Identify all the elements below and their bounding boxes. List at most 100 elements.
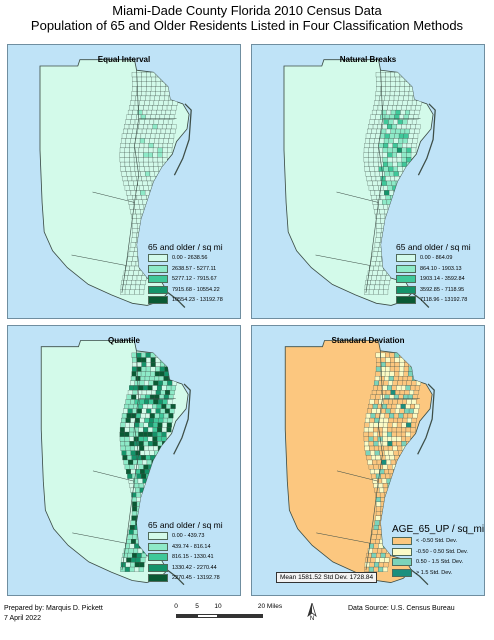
census-tract [399,408,405,414]
panel-title: Standard Deviation [331,336,405,345]
census-tract [397,380,403,386]
census-tract [398,376,404,381]
census-tract [147,431,153,437]
census-tract [378,289,384,295]
census-tract [148,161,154,167]
census-tract [382,185,388,191]
census-tract [370,171,376,177]
census-tract [134,380,140,386]
census-tract [121,138,127,144]
census-tract [136,81,142,87]
census-tract [363,431,369,437]
census-tract [162,441,167,447]
census-tract [125,562,131,568]
census-tract [408,114,414,120]
census-tract [143,445,149,451]
census-tract [371,176,377,182]
census-tract [373,436,379,442]
census-tract [131,72,137,78]
census-tract [392,422,398,428]
scale-segment [218,614,263,618]
census-tract [380,195,386,201]
census-tract [132,506,138,512]
census-tract [387,105,393,111]
census-tract [383,284,389,290]
census-tract [363,152,369,158]
census-tract [160,76,166,82]
census-tract [163,119,169,125]
census-tract [386,529,392,535]
data-source: Data Source: U.S. Census Bureau [348,605,455,612]
census-tract [404,91,410,97]
legend-swatch [392,537,412,546]
census-tract [388,487,394,493]
census-tract [153,185,159,191]
census-tract [159,352,165,358]
census-tract [380,552,386,558]
census-tract [363,436,369,442]
census-tract [375,91,381,97]
census-tract [367,459,373,465]
census-tract [133,548,139,554]
census-tract [363,147,369,153]
census-tract [129,464,135,470]
census-tract [129,185,135,191]
census-tract [374,376,380,381]
census-tract [403,352,409,358]
census-tract [402,376,408,381]
census-tract [401,161,407,167]
census-tract [149,417,154,423]
census-tract [371,473,377,479]
census-tract [371,390,377,395]
census-tract [370,557,376,563]
census-tract [155,81,161,87]
scale-label-5: 5 [195,603,199,610]
census-tract [374,119,380,125]
census-tract [373,185,379,191]
census-tract [396,483,402,489]
census-tract [120,143,126,149]
census-tract [122,275,128,281]
census-tract [154,209,160,215]
census-tract [151,76,157,82]
census-tract [395,228,401,234]
census-tract [139,100,145,106]
panel-natural-breaks: Natural Breaks 65 and older / sq mi 0.00… [251,44,485,319]
census-tract [387,143,393,149]
census-tract [138,124,144,130]
census-tract [373,289,379,295]
census-tract [143,152,149,158]
census-tract [403,413,409,419]
census-tract [396,403,402,409]
census-tract [403,171,409,177]
census-tract [158,380,163,386]
census-tract [366,552,372,558]
census-tract [395,390,401,395]
census-tract [384,261,390,267]
census-tract [386,180,392,186]
census-tract [150,357,156,363]
census-tract [403,114,409,120]
census-tract [120,566,126,572]
census-tract [124,436,130,442]
census-tract [148,152,154,158]
census-tract [385,455,390,461]
census-tract [127,109,133,115]
census-tract [394,362,400,367]
census-tract [148,147,154,153]
census-tract [143,157,149,163]
census-tract [364,161,370,167]
census-tract [123,408,128,414]
census-tract [374,100,380,106]
census-tract [164,362,170,367]
census-tract [382,152,388,158]
census-tract [385,218,391,224]
map-footer: Prepared by: Marquis D. Pickett 7 April … [0,600,494,640]
census-tract [371,128,377,134]
census-tract [156,199,162,205]
census-tract [387,124,393,130]
census-tract [406,441,411,447]
census-tract [392,399,398,405]
census-tract [168,371,174,377]
census-tract [131,91,137,97]
